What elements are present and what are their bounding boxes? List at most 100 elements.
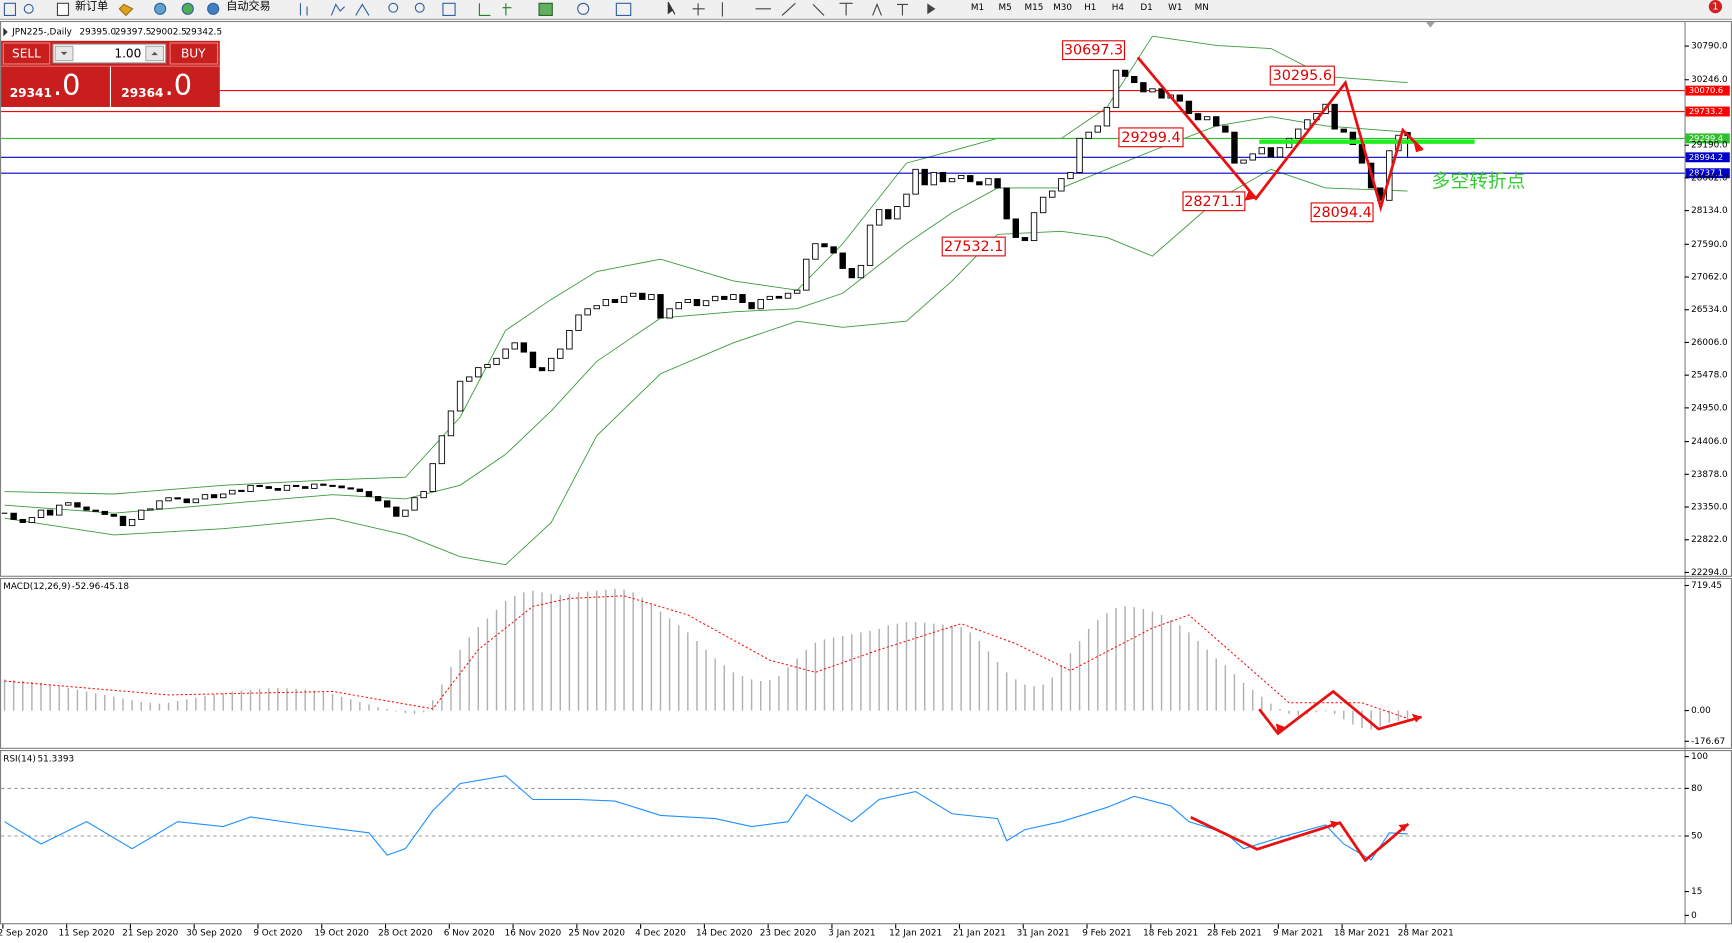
candle-body	[1030, 212, 1038, 242]
toolbar-auto-trading[interactable]: 自动交易	[226, 0, 270, 13]
candle-body	[1131, 75, 1138, 84]
sell-button[interactable]	[2, 42, 51, 65]
annotation-label: 28271.1	[1184, 194, 1243, 210]
candle-body	[475, 367, 482, 378]
x-tick-label: 18 Feb 2021	[1143, 929, 1198, 939]
candle-body	[784, 292, 792, 299]
icon[interactable]	[692, 2, 908, 17]
candle-body	[739, 294, 746, 303]
x-tick-label: 9 Mar 2021	[1273, 929, 1323, 939]
notification-badge[interactable]	[1708, 0, 1723, 14]
y-tick-label: 22822.0	[1691, 535, 1728, 545]
timeframe-button[interactable]: M1	[971, 3, 984, 13]
sell-label[interactable]: SELL	[12, 47, 41, 61]
candle-body	[538, 367, 546, 372]
timeframe-button[interactable]: M5	[999, 3, 1012, 13]
y-tick-label: 27590.0	[1691, 240, 1728, 250]
x-tick-label: 9 Oct 2020	[253, 929, 302, 939]
candle-body	[684, 299, 692, 303]
icon[interactable]	[414, 2, 425, 13]
candle-body	[629, 292, 637, 297]
candle-body	[465, 376, 473, 382]
candle-body	[1222, 125, 1229, 133]
candle-body	[165, 497, 172, 502]
candle-body	[693, 299, 701, 307]
icon[interactable]	[478, 3, 512, 16]
timeframe-button[interactable]: M15	[1024, 3, 1043, 13]
y-tick-label: 23878.0	[1691, 470, 1728, 480]
candle-body	[520, 342, 528, 353]
candle-body	[1003, 187, 1010, 220]
shift-marker	[1426, 22, 1435, 28]
annotation-label: 29299.4	[1121, 130, 1180, 146]
candle-body	[575, 314, 582, 331]
icon[interactable]	[388, 2, 399, 13]
candle-body	[1331, 103, 1338, 130]
x-tick-label: 28 Oct 2020	[378, 929, 433, 939]
candle-body	[56, 504, 63, 516]
timeframe-button[interactable]: M30	[1053, 3, 1072, 13]
timeframe-button[interactable]: H4	[1112, 3, 1125, 13]
y-tick-label: 0	[1691, 911, 1697, 921]
icon[interactable]	[3, 2, 17, 16]
toolbar	[0, 0, 1732, 19]
candle-body	[119, 515, 127, 527]
buy-label[interactable]: BUY	[181, 47, 206, 61]
icon[interactable]	[23, 3, 34, 14]
level-tag	[1685, 106, 1730, 117]
volume-box[interactable]	[52, 43, 167, 64]
icon[interactable]	[299, 3, 370, 16]
buy-price-frac[interactable]: .0	[165, 68, 192, 102]
icon[interactable]	[442, 2, 456, 16]
icon[interactable]	[154, 2, 167, 15]
candle-body	[365, 491, 373, 497]
candle-body	[748, 302, 755, 310]
candle-body	[37, 509, 45, 518]
candle-body	[110, 514, 118, 517]
candle-body	[1121, 69, 1129, 77]
icon[interactable]	[577, 2, 590, 15]
icon[interactable]	[118, 3, 134, 17]
volume[interactable]: 1.00	[114, 47, 141, 61]
timeframe-button[interactable]: D1	[1140, 3, 1152, 13]
icon[interactable]	[927, 3, 936, 15]
icon[interactable]	[538, 2, 553, 16]
y-tick-label: 50	[1691, 832, 1703, 842]
candle-body	[238, 489, 245, 492]
arrow-head	[1329, 820, 1340, 829]
buy-price[interactable]: 29364	[121, 86, 163, 100]
candle-body	[292, 484, 300, 488]
sell-price[interactable]: 29341	[10, 86, 52, 100]
level-tag-label: 28994.2	[1689, 152, 1723, 162]
candle-body	[702, 300, 710, 307]
icon[interactable]	[615, 2, 632, 16]
timeframe-button[interactable]: W1	[1168, 3, 1182, 13]
icon[interactable]	[207, 2, 220, 15]
toolbar-new-order[interactable]: 新订单	[75, 0, 108, 13]
icon[interactable]	[667, 1, 676, 15]
x-tick-label: 4 Dec 2020	[635, 929, 686, 939]
timeframe-button[interactable]: H1	[1084, 3, 1096, 13]
x-tick-label: 9 Feb 2021	[1082, 929, 1131, 939]
y-tick-label: 23350.0	[1691, 503, 1728, 513]
candle-body	[74, 502, 81, 508]
candle-body	[1231, 131, 1238, 164]
candle-body	[529, 351, 537, 369]
timeframe-button[interactable]: MN	[1195, 3, 1209, 13]
level-tag	[1685, 152, 1730, 163]
candle-body	[675, 302, 682, 310]
icon[interactable]	[56, 2, 70, 16]
candle-body	[429, 463, 436, 492]
candle-body	[447, 410, 455, 437]
candle-body	[721, 295, 728, 300]
candle-body	[174, 497, 181, 500]
y-tick-label: 28134.0	[1691, 206, 1728, 216]
candle-body	[711, 295, 719, 302]
sell-price-frac[interactable]: .0	[53, 68, 80, 102]
buy-button[interactable]	[169, 42, 219, 65]
icon[interactable]	[181, 2, 194, 15]
annotation-box	[1182, 191, 1246, 212]
y-tick-label: 100	[1691, 752, 1708, 762]
candle-body	[1304, 119, 1311, 130]
